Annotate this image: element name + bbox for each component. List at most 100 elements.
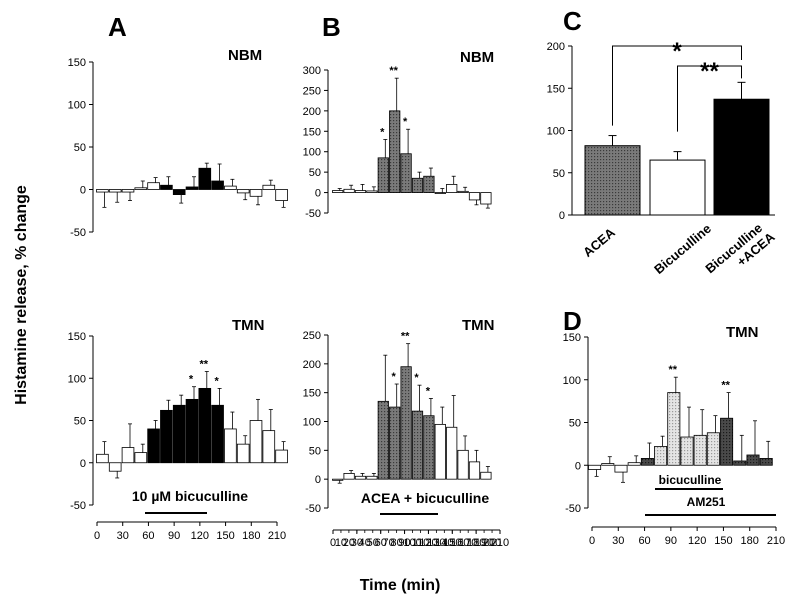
y-tick-label: 50: [309, 167, 321, 179]
bar: [667, 392, 681, 466]
bar: [400, 153, 412, 193]
significance-star: *: [392, 371, 397, 383]
treatment-label-d-bicuculline: bicuculline: [659, 473, 722, 487]
x-tick-label: 0: [330, 537, 336, 549]
bar: [198, 387, 212, 464]
bar: [332, 478, 344, 481]
bar: [706, 432, 720, 466]
bar: [434, 423, 446, 480]
bar: [354, 475, 367, 480]
region-label-a-bottom: TMN: [232, 317, 265, 334]
x-tick-label: 80: [390, 537, 402, 549]
significance-star: **: [389, 65, 398, 77]
bar: [411, 177, 424, 193]
significance-star: *: [414, 372, 419, 384]
panel-letter-a: A: [108, 12, 127, 42]
bar: [108, 462, 122, 472]
bar: [468, 461, 481, 480]
panel-letter-d: D: [563, 306, 582, 336]
significance-bracket: [677, 65, 742, 132]
y-tick-label: 200: [547, 41, 565, 53]
bar: [400, 366, 412, 480]
x-tick-label: 30: [612, 535, 624, 547]
significance-star: *: [380, 126, 385, 138]
y-axis-label: Histamine release, % change: [13, 185, 30, 405]
category-label-acea: ACEA: [580, 224, 618, 260]
y-tick-label: 0: [575, 460, 581, 472]
bar: [147, 182, 160, 190]
region-label-d: TMN: [726, 324, 759, 341]
x-tick-label: 120: [688, 535, 706, 547]
bar: [198, 167, 212, 190]
x-tick-label: 30: [351, 537, 363, 549]
x-tick-label: 120: [419, 537, 437, 549]
bar: [224, 428, 237, 464]
x-tick-label: 40: [359, 537, 371, 549]
bar: [275, 449, 288, 464]
bar: [389, 406, 401, 480]
y-tick-label: 50: [74, 416, 86, 428]
treatment-label-b-bottom: ACEA + bicuculline: [361, 490, 489, 506]
significance-star: **: [200, 358, 209, 370]
y-tick-label: 150: [303, 388, 321, 400]
bar: [649, 159, 706, 216]
bar: [746, 454, 760, 466]
bar: [480, 192, 492, 205]
bar: [733, 460, 747, 466]
y-tick-label: -50: [305, 503, 321, 515]
y-tick-label: 150: [68, 331, 86, 343]
y-tick-label: 100: [303, 417, 321, 429]
x-tick-label: 10: [335, 537, 347, 549]
bar: [249, 420, 263, 464]
bar: [720, 417, 734, 466]
bar: [434, 192, 446, 194]
y-tick-label: 50: [309, 445, 321, 457]
x-tick-label: 110: [412, 537, 430, 549]
y-tick-label: -50: [305, 208, 321, 220]
y-tick-label: 100: [68, 100, 86, 112]
x-tick-label: 160: [451, 537, 469, 549]
bar: [343, 188, 355, 193]
bar: [121, 447, 135, 464]
panel-letter-c: C: [563, 6, 582, 36]
x-tick-label: 30: [117, 530, 129, 542]
x-tick-label: 170: [459, 537, 477, 549]
bar: [377, 157, 389, 193]
y-tick-label: 0: [80, 458, 86, 470]
bar: [262, 184, 276, 190]
y-tick-label: 100: [563, 375, 581, 387]
bar: [160, 184, 173, 190]
x-tick-label: 0: [94, 530, 100, 542]
x-tick-label: 180: [467, 537, 485, 549]
y-tick-label: 150: [303, 126, 321, 138]
y-tick-label: 0: [80, 185, 86, 197]
y-tick-label: 100: [547, 126, 565, 138]
bar: [468, 192, 481, 201]
x-tick-label: 60: [375, 537, 387, 549]
bar: [423, 415, 435, 480]
y-tick-label: -50: [565, 503, 581, 515]
y-tick-label: 250: [303, 85, 321, 97]
bar: [389, 110, 401, 193]
y-tick-label: 300: [303, 65, 321, 77]
region-label-b-bottom: TMN: [462, 317, 495, 334]
x-tick-label: 60: [142, 530, 154, 542]
bar: [411, 410, 424, 480]
bar: [446, 183, 458, 193]
bar: [332, 190, 344, 193]
bar: [457, 449, 469, 480]
bar: [584, 145, 641, 216]
y-tick-label: 50: [569, 418, 581, 430]
x-tick-label: 70: [383, 537, 395, 549]
significance-star: **: [401, 331, 410, 343]
significance-star: **: [700, 58, 719, 85]
bar: [96, 453, 109, 464]
bar: [680, 436, 694, 466]
x-tick-label: 100: [403, 537, 421, 549]
x-tick-label: 180: [242, 530, 260, 542]
x-tick-label: 60: [638, 535, 650, 547]
bar: [96, 189, 109, 193]
bar: [121, 189, 135, 193]
treatment-label-a-bottom: 10 µM bicuculline: [132, 488, 248, 504]
